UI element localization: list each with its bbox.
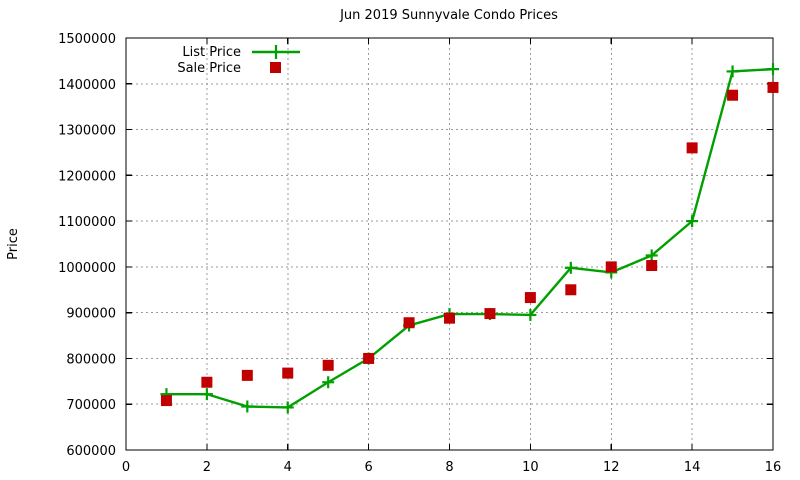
plus-marker bbox=[322, 376, 335, 389]
plus-marker bbox=[564, 261, 577, 274]
plus-marker bbox=[686, 215, 699, 228]
plus-marker bbox=[241, 400, 254, 413]
series-sale-price bbox=[160, 81, 779, 407]
legend-swatch-sale-price bbox=[270, 62, 281, 73]
chart-title: Jun 2019 Sunnyvale Condo Prices bbox=[339, 8, 558, 23]
plus-marker bbox=[645, 249, 658, 262]
plot-area-border bbox=[125, 37, 774, 451]
plus-marker bbox=[200, 388, 213, 401]
y-tick-label: 900000 bbox=[66, 307, 116, 322]
y-axis-tick-labels: 600000 700000 800000 900000 1000000 1100000 12… bbox=[58, 32, 116, 459]
y-tick-label: 1000000 bbox=[58, 261, 116, 276]
square-marker bbox=[686, 142, 698, 154]
x-tick-label: 12 bbox=[603, 460, 620, 475]
square-marker bbox=[565, 284, 577, 296]
square-marker bbox=[444, 312, 455, 324]
square-marker bbox=[727, 89, 739, 101]
plus-marker bbox=[524, 308, 537, 321]
square-marker bbox=[282, 367, 294, 379]
plus-marker bbox=[726, 65, 739, 78]
y-tick-label: 1100000 bbox=[58, 215, 116, 230]
square-marker bbox=[363, 352, 375, 364]
y-tick-label: 800000 bbox=[66, 352, 116, 367]
square-marker bbox=[241, 369, 253, 381]
y-tick-label: 700000 bbox=[66, 398, 116, 413]
y-axis-title: Price bbox=[6, 228, 21, 260]
square-marker bbox=[646, 260, 658, 272]
x-tick-label: 6 bbox=[364, 460, 372, 475]
y-tick-label: 1200000 bbox=[58, 169, 116, 184]
square-marker bbox=[767, 81, 779, 93]
x-tick-label: 4 bbox=[284, 460, 292, 475]
legend-swatch-list-price bbox=[252, 45, 300, 59]
square-marker bbox=[524, 292, 536, 304]
square-marker bbox=[605, 261, 617, 273]
x-tick-label: 10 bbox=[522, 460, 539, 475]
legend-label-sale-price: Sale Price bbox=[177, 61, 241, 76]
x-tick-label: 2 bbox=[203, 460, 211, 475]
chart-legend: List Price Sale Price bbox=[177, 45, 300, 76]
x-tick-label: 0 bbox=[122, 460, 130, 475]
plus-marker bbox=[281, 401, 294, 414]
square-marker bbox=[322, 359, 334, 371]
y-tick-label: 1400000 bbox=[58, 78, 116, 93]
data-series bbox=[160, 63, 779, 414]
x-tick-label: 8 bbox=[445, 460, 453, 475]
x-tick-label: 16 bbox=[765, 460, 782, 475]
square-marker bbox=[201, 376, 213, 388]
y-tick-label: 600000 bbox=[66, 444, 116, 459]
legend-label-list-price: List Price bbox=[182, 45, 241, 60]
y-tick-label: 1300000 bbox=[58, 124, 116, 139]
square-marker bbox=[403, 317, 415, 329]
y-tick-label: 1500000 bbox=[58, 32, 116, 47]
x-axis-tick-labels: 0 2 4 6 8 10 12 14 16 bbox=[122, 460, 781, 475]
square-marker bbox=[484, 308, 496, 320]
gridlines bbox=[126, 38, 773, 450]
x-tick-label: 14 bbox=[684, 460, 701, 475]
square-marker bbox=[160, 395, 172, 407]
series-line-path bbox=[166, 67, 774, 409]
plus-marker bbox=[767, 63, 779, 76]
